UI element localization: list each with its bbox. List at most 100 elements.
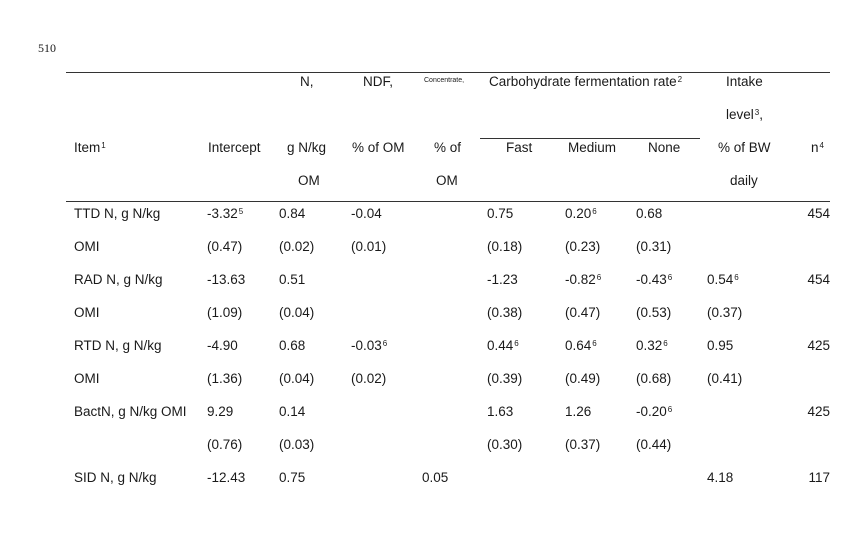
- cell-value: 0.14: [279, 404, 306, 419]
- footnote-marker: 6: [514, 339, 519, 348]
- header-bottom-rule: [66, 201, 830, 202]
- top-rule: [66, 72, 830, 73]
- cell-item: TTD N, g N/kg: [74, 206, 160, 222]
- footnote-marker: 6: [592, 339, 597, 348]
- header-intake-2-label: level: [726, 107, 754, 122]
- cell-value: 1.26: [565, 404, 592, 419]
- cell-value: 0.68: [279, 338, 306, 353]
- cell-value: -0.82: [565, 272, 596, 287]
- header-none: None: [648, 140, 681, 155]
- cell-value: (0.47): [565, 305, 601, 320]
- header-n: N,: [300, 74, 314, 89]
- cell-fast: 1.63: [487, 404, 513, 420]
- cell-none: -0.436: [636, 272, 672, 288]
- footnote-marker: 6: [382, 339, 388, 348]
- cell-item: SID N, g N/kg: [74, 470, 157, 486]
- cell-medium: -0.826: [565, 272, 601, 288]
- cell-value: 0.32: [636, 338, 663, 353]
- cell-medium: 0.646: [565, 338, 597, 354]
- cell-intake: (0.41): [707, 371, 742, 387]
- cell-value: (0.30): [487, 437, 523, 452]
- cell-value: (0.31): [636, 239, 672, 254]
- cell-intake: 0.546: [707, 272, 739, 288]
- cell-n: 0.51: [279, 272, 305, 288]
- header-n-col-label: n: [811, 140, 819, 155]
- header-ndf: NDF,: [363, 74, 393, 89]
- header-n-unit-2: OM: [298, 173, 320, 188]
- cell-ndf: (0.02): [351, 371, 386, 387]
- cell-value: -0.03: [351, 338, 382, 353]
- cell-value: (0.39): [487, 371, 523, 386]
- cell-n: (0.02): [279, 239, 314, 255]
- cell-none: -0.206: [636, 404, 672, 420]
- cell-value: -4.90: [207, 338, 238, 353]
- cell-fast: 0.75: [487, 206, 513, 222]
- cell-fast: (0.38): [487, 305, 522, 321]
- cell-item: RTD N, g N/kg: [74, 338, 162, 354]
- header-intake-unit-1: % of BW: [718, 140, 771, 155]
- cell-medium: (0.49): [565, 371, 600, 387]
- cell-value: OMI: [74, 371, 100, 386]
- header-n-col: n4: [811, 140, 824, 156]
- cell-fast: -1.23: [487, 272, 518, 288]
- header-item-note: 1: [101, 141, 106, 150]
- cell-value: (0.49): [565, 371, 601, 386]
- cell-intercept: (0.76): [207, 437, 242, 453]
- cell-value: 117: [808, 470, 830, 485]
- cell-value: 0.84: [279, 206, 306, 221]
- cell-value: 425: [807, 404, 830, 419]
- cell-n: 0.84: [279, 206, 305, 222]
- cell-none: (0.31): [636, 239, 671, 255]
- header-intake-unit-2: daily: [730, 173, 758, 188]
- line-number: 510: [38, 41, 56, 55]
- cell-n: (0.03): [279, 437, 314, 453]
- cell-value: 0.95: [707, 338, 734, 353]
- cell-intercept: -4.90: [207, 338, 238, 354]
- cell-item: BactN, g N/kg OMI: [74, 404, 187, 420]
- cell-value: (0.37): [565, 437, 601, 452]
- cell-value: 454: [807, 272, 830, 287]
- cell-item: OMI: [74, 371, 100, 387]
- cell-value: (0.02): [351, 371, 387, 386]
- cell-value: OMI: [74, 239, 100, 254]
- cell-value: -13.63: [207, 272, 246, 287]
- cell-value: (0.37): [707, 305, 743, 320]
- cell-value: (0.44): [636, 437, 672, 452]
- cell-value: (0.41): [707, 371, 743, 386]
- cell-intake: 0.95: [707, 338, 733, 354]
- cell-count: 454: [807, 206, 830, 222]
- cell-value: (0.04): [279, 305, 315, 320]
- header-conc-unit-1: % of: [434, 140, 462, 155]
- header-intake-2-tail: ,: [759, 107, 763, 122]
- cell-value: (0.53): [636, 305, 672, 320]
- header-carb-group-note: 2: [677, 75, 683, 84]
- cell-value: (0.04): [279, 371, 315, 386]
- cell-value: (0.23): [565, 239, 601, 254]
- cell-value: (1.36): [207, 371, 243, 386]
- header-medium: Medium: [568, 140, 617, 155]
- cell-value: 0.51: [279, 272, 306, 287]
- footnote-marker: 6: [592, 207, 597, 216]
- cell-n: (0.04): [279, 371, 314, 387]
- cell-conc: 0.05: [422, 470, 448, 486]
- header-fast: Fast: [506, 140, 533, 155]
- cell-item: OMI: [74, 305, 100, 321]
- cell-ndf: -0.036: [351, 338, 387, 354]
- cell-intake: 4.18: [707, 470, 733, 486]
- footnote-marker: 6: [667, 405, 673, 414]
- cell-value: 9.29: [207, 404, 234, 419]
- header-carb-group-label: Carbohydrate fermentation rate: [489, 74, 677, 89]
- header-concentrate: Concentrate,: [424, 77, 465, 84]
- cell-none: (0.68): [636, 371, 671, 387]
- cell-value: (0.47): [207, 239, 243, 254]
- cell-none: 0.326: [636, 338, 668, 354]
- cell-value: OMI: [74, 305, 100, 320]
- cell-value: 0.68: [636, 206, 663, 221]
- cell-value: (0.01): [351, 239, 387, 254]
- cell-fast: 0.446: [487, 338, 519, 354]
- cell-intercept: (0.47): [207, 239, 242, 255]
- cell-n: (0.04): [279, 305, 314, 321]
- cell-count: 117: [808, 470, 830, 486]
- cell-item: RAD N, g N/kg: [74, 272, 163, 288]
- cell-count: 425: [807, 404, 830, 420]
